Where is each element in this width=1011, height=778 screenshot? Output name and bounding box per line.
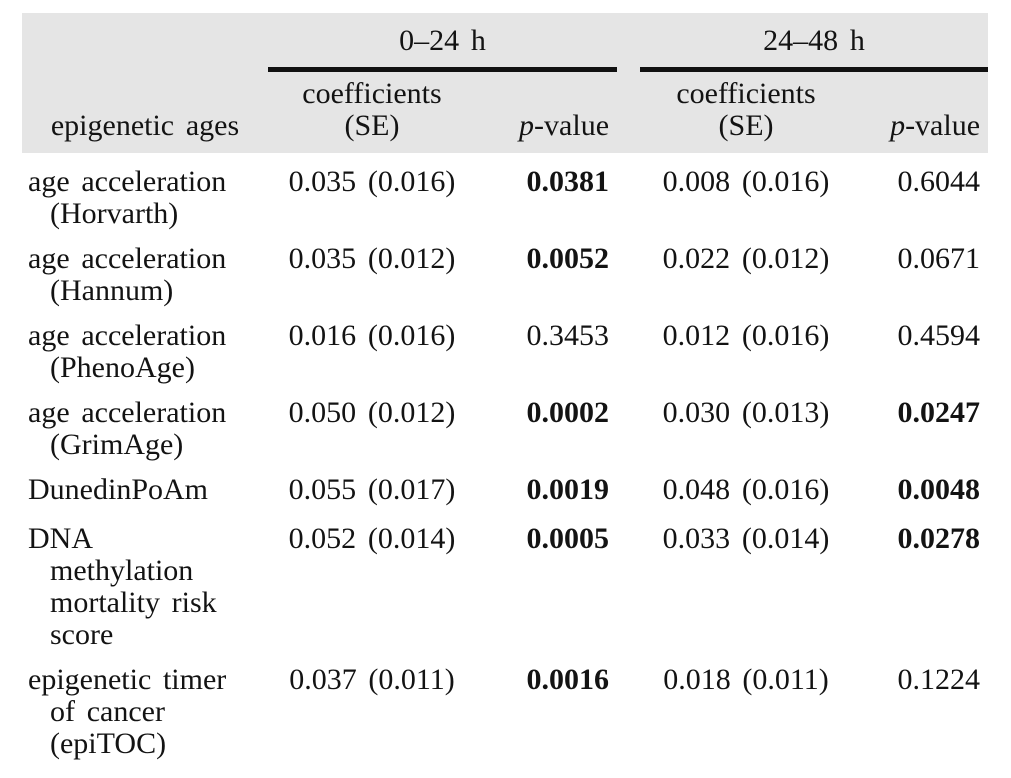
coef-cell: 0.035 (0.012): [288, 242, 456, 275]
p-rest: -value: [905, 109, 981, 142]
coef-cell: 0.050 (0.012): [288, 396, 456, 429]
group-gap: [617, 13, 641, 70]
coef-cell: 0.022 (0.012): [662, 242, 830, 275]
row-label: DunedinPoAm: [28, 473, 208, 506]
gap-cell: [617, 230, 640, 307]
p-value-cell: 0.1224: [897, 663, 981, 696]
p-value-cell: 0.0381: [526, 165, 610, 198]
group-header-row: 0–24 h 24–48 h: [22, 13, 989, 72]
p-value-cell: 0.0002: [526, 396, 610, 429]
table-header: 0–24 h 24–48 h epigenetic ages coefficie…: [22, 13, 989, 153]
coef-cell: 0.055 (0.017): [288, 473, 456, 506]
coef-cell: 0.052 (0.014): [288, 522, 456, 555]
p-italic: p: [519, 109, 535, 142]
p-value-cell: 0.0048: [897, 473, 981, 506]
col-header-coefficients-se-1: coefficients (SE): [268, 69, 476, 153]
table-row-epitoc: epigenetic timer of cancer (epiTOC) 0.03…: [22, 651, 988, 760]
p-value-cell: 0.0052: [526, 242, 610, 275]
p-value-cell: 0.0278: [897, 522, 981, 555]
gap-cell: [617, 153, 640, 230]
p-value-cell: 0.0005: [526, 522, 610, 555]
row-label: age acceleration (Horvarth): [28, 165, 227, 230]
coef-cell: 0.012 (0.016): [662, 319, 830, 352]
table-row-dunedinpoam: DunedinPoAm 0.055 (0.017) 0.0019 0.048 (…: [22, 461, 988, 510]
table-body: age acceleration (Horvarth) 0.035 (0.016…: [22, 153, 988, 760]
table-row-horvarth: age acceleration (Horvarth) 0.035 (0.016…: [22, 153, 988, 230]
row-label: DNA methylation mortality risk score: [28, 522, 217, 651]
p-value-cell: 0.4594: [897, 319, 981, 352]
coef-cell: 0.048 (0.016): [662, 473, 830, 506]
row-label: epigenetic timer of cancer (epiTOC): [28, 663, 227, 760]
coef-cell: 0.018 (0.011): [663, 663, 829, 696]
p-italic: p: [890, 109, 906, 142]
col-header-coefficients-se-2: coefficients (SE): [640, 69, 853, 153]
group-header-24-48h: 24–48 h: [640, 13, 989, 72]
coef-cell: 0.008 (0.016): [662, 165, 830, 198]
col-header-gap: [617, 69, 641, 153]
column-header-row: epigenetic ages coefficients (SE) p-valu…: [22, 69, 989, 153]
gap-cell: [617, 307, 640, 384]
group-header-blank: [22, 13, 268, 70]
group-header-0-24h: 0–24 h: [268, 13, 618, 72]
p-value-cell: 0.0247: [897, 396, 981, 429]
p-value-cell: 0.0019: [526, 473, 610, 506]
p-value-cell: 0.0016: [526, 663, 610, 696]
table-row-dna-methylation-mortality: DNA methylation mortality risk score 0.0…: [22, 510, 988, 651]
row-label: age acceleration (GrimAge): [28, 396, 227, 461]
coef-cell: 0.035 (0.016): [288, 165, 456, 198]
p-value-cell: 0.3453: [526, 319, 610, 352]
p-value-cell: 0.6044: [897, 165, 981, 198]
col-header-p-value-1: p-value: [476, 69, 618, 153]
coef-cell: 0.016 (0.016): [288, 319, 456, 352]
coef-cell: 0.037 (0.011): [289, 663, 455, 696]
p-rest: -value: [534, 109, 610, 142]
row-label: age acceleration (Hannum): [28, 242, 227, 307]
table-row-grimage: age acceleration (GrimAge) 0.050 (0.012)…: [22, 384, 988, 461]
gap-cell: [617, 651, 640, 760]
row-label: age acceleration (PhenoAge): [28, 319, 227, 384]
col-header-epigenetic-ages: epigenetic ages: [22, 69, 268, 153]
p-value-cell: 0.0671: [897, 242, 981, 275]
coef-cell: 0.033 (0.014): [662, 522, 830, 555]
table-row-hannum: age acceleration (Hannum) 0.035 (0.012) …: [22, 230, 988, 307]
table-row-phenoage: age acceleration (PhenoAge) 0.016 (0.016…: [22, 307, 988, 384]
gap-cell: [617, 510, 640, 651]
gap-cell: [617, 384, 640, 461]
col-header-p-value-2: p-value: [852, 69, 989, 153]
epigenetic-ages-table: 0–24 h 24–48 h epigenetic ages coefficie…: [22, 13, 989, 760]
gap-cell: [617, 461, 640, 510]
coef-cell: 0.030 (0.013): [662, 396, 830, 429]
